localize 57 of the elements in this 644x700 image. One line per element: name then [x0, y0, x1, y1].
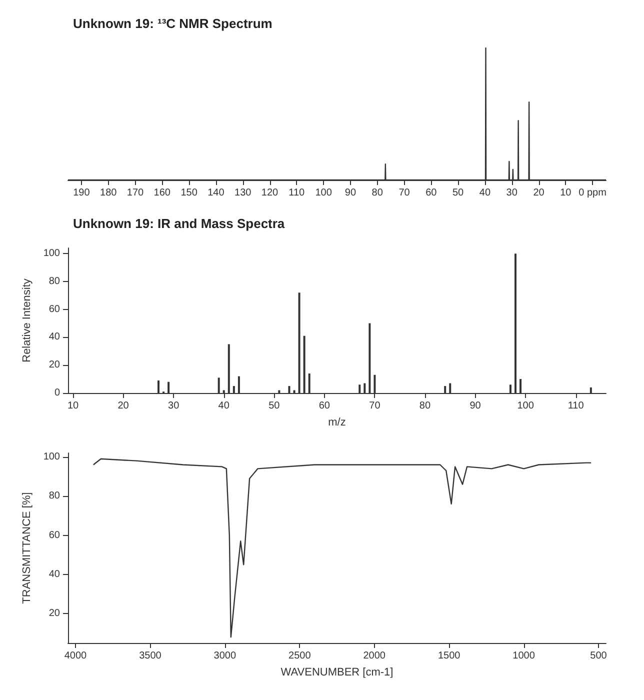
y-tick-label: 20 — [48, 608, 60, 620]
x-tick-label: 1500 — [438, 650, 461, 662]
x-tick-label: 130 — [234, 188, 252, 198]
y-tick-label: 0 — [54, 388, 60, 398]
x-tick-label: 50 — [452, 188, 464, 198]
y-tick-label: 80 — [48, 490, 60, 502]
x-tick-label: 70 — [398, 188, 410, 198]
x-tick-label: 3000 — [214, 650, 236, 662]
y-tick-label: 20 — [48, 360, 60, 371]
x-tick-label: 40 — [218, 400, 230, 412]
chart-title: Unknown 19: IR and Mass Spectra — [73, 216, 286, 231]
x-tick-label: 80 — [372, 188, 384, 198]
y-tick-label: 60 — [48, 304, 60, 315]
x-axis-title: WAVENUMBER [cm-1] — [280, 666, 394, 678]
x-tick-label: 190 — [73, 188, 90, 198]
x-tick-label: 20 — [533, 188, 545, 198]
y-tick-label: 40 — [48, 332, 60, 343]
x-tick-label: 90 — [470, 400, 482, 412]
x-tick-label: 2500 — [288, 650, 312, 662]
y-tick-label: 40 — [48, 568, 60, 580]
x-tick-label: 100 — [315, 188, 332, 198]
x-tick-label: 40 — [479, 188, 491, 198]
x-tick-label: 70 — [369, 400, 381, 412]
x-tick-label: 80 — [419, 400, 431, 412]
x-tick-label: 140 — [208, 188, 225, 198]
x-tick-label: 180 — [100, 188, 118, 198]
y-tick-label: 100 — [43, 248, 60, 260]
x-tick-label: 60 — [426, 188, 438, 198]
x-tick-label: 30 — [506, 188, 518, 198]
x-tick-label: 2000 — [363, 650, 386, 662]
x-tick-label: 110 — [288, 188, 306, 198]
x-tick-label: 90 — [344, 188, 356, 198]
x-tick-label: 500 — [590, 650, 608, 662]
x-tick-label: 120 — [261, 188, 279, 198]
chart-title: Unknown 19: ¹³C NMR Spectrum — [73, 16, 272, 31]
x-tick-label: 10 — [67, 400, 80, 412]
x-tick-label: 170 — [126, 188, 144, 198]
x-tick-label: 100 — [517, 400, 534, 412]
x-tick-label: 50 — [268, 400, 280, 412]
y-tick-label: 80 — [48, 276, 60, 287]
y-axis-title: Relative Intensity — [20, 278, 33, 362]
y-axis-title: TRANSMITTANCE [%] — [20, 492, 33, 604]
y-tick-label: 100 — [43, 451, 60, 462]
x-tick-label: 4000 — [64, 650, 88, 662]
x-tick-label: 160 — [154, 188, 171, 198]
y-tick-label: 60 — [48, 530, 60, 541]
x-tick-label: 110 — [568, 400, 584, 412]
x-tick-label: 3500 — [139, 650, 162, 662]
x-tick-label: 20 — [118, 400, 130, 412]
x-tick-label: 1000 — [512, 650, 536, 662]
x-tick-label: 0 ppm — [578, 188, 606, 198]
x-tick-label: 150 — [180, 188, 198, 198]
x-tick-label: 30 — [168, 400, 180, 412]
line-series — [92, 458, 592, 638]
x-tick-label: 60 — [318, 400, 330, 412]
x-tick-label: 10 — [560, 188, 572, 198]
x-axis-title: m/z — [328, 416, 346, 428]
